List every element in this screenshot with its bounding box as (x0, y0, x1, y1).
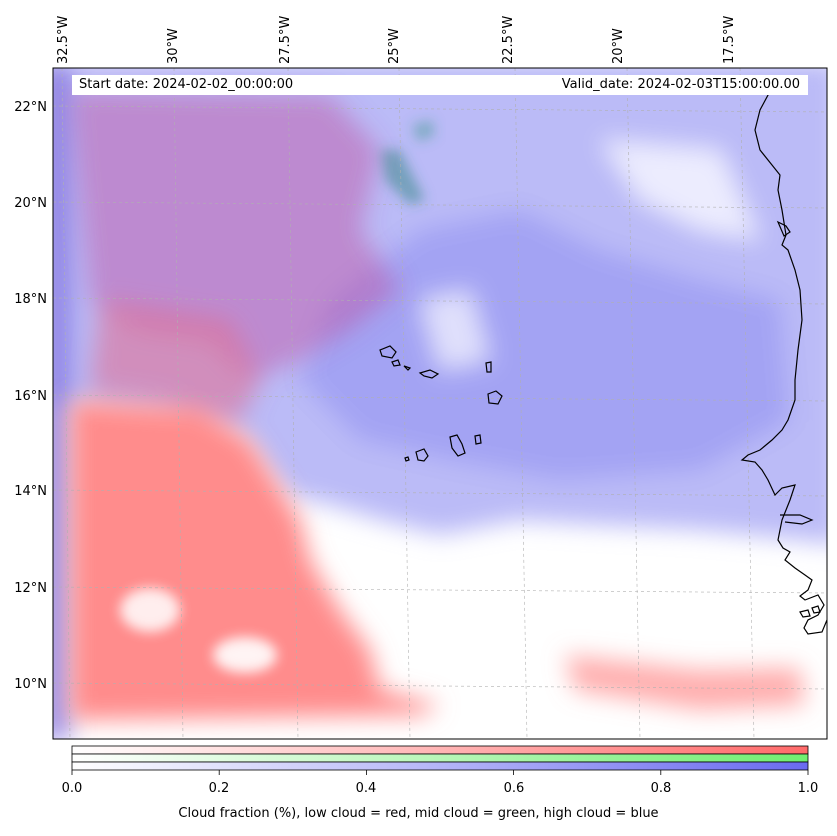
cloud-field (53, 68, 827, 739)
santa-luzia-island (403, 365, 412, 371)
brava-island (404, 456, 410, 462)
lat-label: 14°N (14, 484, 47, 499)
sao-nicolau-island (418, 369, 440, 379)
coast-inlet (776, 220, 791, 237)
lat-label: 10°N (14, 677, 47, 692)
lon-label: 17.5°W (722, 16, 737, 64)
mid-cloud-colorbar (71, 753, 809, 763)
colorbar: 0.0 0.2 0.4 0.6 0.8 1.0 (62, 745, 819, 796)
lon-label: 27.5°W (278, 16, 293, 64)
map-header-bar: Start date: 2024-02-02_00:00:00 Valid_da… (72, 75, 808, 95)
colorbar-tick-label: 0.2 (209, 781, 230, 796)
low-cloud-colorbar (71, 745, 809, 755)
colorbar-tick-label: 1.0 (798, 781, 819, 796)
colorbar-tick-label: 0.8 (651, 781, 672, 796)
lon-label: 22.5°W (501, 16, 516, 64)
colorbar-caption: Cloud fraction (%), low cloud = red, mid… (178, 806, 659, 821)
fogo-island (415, 448, 429, 462)
latitude-labels: 22°N 20°N 18°N 16°N 14°N 12°N 10°N (14, 100, 47, 692)
lat-label: 20°N (14, 196, 47, 211)
map-border (52, 67, 828, 740)
boa-vista-island (487, 390, 503, 405)
lon-label: 30°W (166, 28, 181, 64)
meridian-gridline (173, 68, 184, 739)
lon-label: 32.5°W (56, 16, 71, 64)
meridian-gridline (739, 68, 755, 739)
graticule-gridlines (53, 68, 827, 739)
coastline (379, 84, 827, 635)
santo-antao-island (379, 345, 397, 359)
start-date-label: Start date: 2024-02-02_00:00:00 (79, 77, 294, 92)
bissagos-islands (799, 605, 821, 618)
africa-coastline (740, 84, 827, 635)
gambia-inlet (780, 514, 814, 525)
colorbar-tick-label: 0.4 (356, 781, 377, 796)
low-cloud-layer (70, 90, 805, 720)
sal-island (485, 361, 492, 373)
valid-date-label: Valid_date: 2024-02-03T15:00:00.00 (561, 77, 800, 92)
meridian-gridline (287, 68, 299, 739)
lat-label: 16°N (14, 389, 47, 404)
high-cloud-colorbar (71, 761, 809, 771)
mid-cloud-layer (380, 120, 435, 205)
lon-label: 20°W (611, 28, 626, 64)
sao-vicente-island (391, 359, 401, 367)
meridian-gridline (61, 68, 71, 739)
longitude-labels: 32.5°W 30°W 27.5°W 25°W 22.5°W 20°W 17.5… (56, 16, 737, 64)
colorbar-tick-label: 0.6 (504, 781, 525, 796)
colorbar-tick-label: 0.0 (62, 781, 83, 796)
meridian-gridline (626, 68, 641, 739)
clear-sky-patches (120, 588, 277, 673)
colorbar-ticks (71, 770, 809, 775)
lat-label: 18°N (14, 292, 47, 307)
meridian-gridline (398, 68, 411, 739)
lat-label: 22°N (14, 100, 47, 115)
meridian-gridline (514, 68, 528, 739)
lat-label: 12°N (14, 581, 47, 596)
santiago-island (449, 434, 466, 457)
maio-island (474, 434, 482, 445)
lon-label: 25°W (387, 28, 402, 64)
